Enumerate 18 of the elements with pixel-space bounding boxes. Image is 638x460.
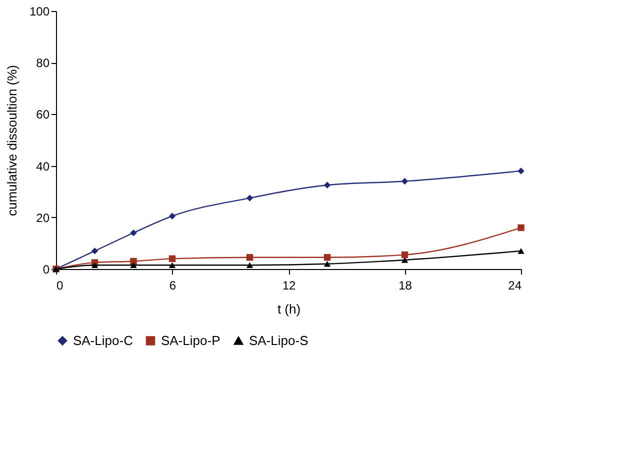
y-tick-label: 40: [36, 159, 50, 174]
x-axis-title: t (h): [277, 302, 301, 316]
y-tick-label: 100: [29, 4, 50, 18]
y-tick-label: 60: [36, 108, 50, 122]
y-tick-label: 20: [36, 210, 50, 225]
x-tick-label: 6: [169, 278, 176, 292]
legend-label: SA-Lipo-S: [249, 332, 309, 348]
point: [518, 248, 524, 254]
x-tick-label: 12: [282, 278, 296, 292]
point: [518, 224, 524, 232]
x-tick-label: 24: [508, 278, 522, 292]
y-axis-title: cumulative dissoultion (%): [4, 64, 20, 216]
x-tick-label: 0: [56, 278, 64, 292]
legend-label: SA-Lipo-P: [161, 332, 220, 348]
y-tick-label: 80: [36, 56, 50, 70]
y-tick-label: 0: [42, 262, 50, 276]
legend-label: SA-Lipo-C: [73, 332, 133, 348]
x-tick-label: 18: [398, 278, 412, 292]
